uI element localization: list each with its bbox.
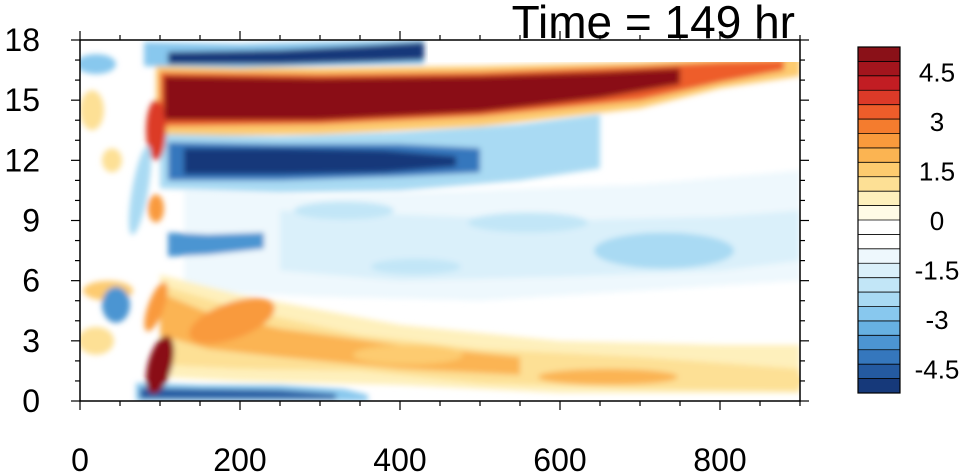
colorbar-label: 1.5 [919, 157, 955, 187]
colorbar-swatch [858, 263, 900, 279]
positive-core [353, 344, 463, 365]
weak-negative-patch [371, 258, 461, 275]
colorbar-swatch [858, 220, 900, 235]
positive-core [538, 368, 678, 385]
left-positive-spot [148, 194, 164, 223]
positive-core [746, 372, 800, 389]
colorbar-swatch [858, 335, 900, 351]
x-tick-label: 200 [213, 442, 266, 473]
colorbar-label: -4.5 [915, 354, 960, 384]
colorbar-swatch [858, 234, 900, 250]
colorbar: 4.5 3 1.5 0 -1.5 -3 -4.5 [857, 46, 960, 394]
colorbar-frame [857, 46, 901, 394]
weak-negative-patch [468, 212, 588, 233]
top-negative-core [168, 42, 424, 65]
colorbar-swatch [858, 75, 900, 91]
chart-title: Time = 149 hr [512, 0, 795, 48]
left-positive-spot [144, 282, 168, 332]
colorbar-swatch [858, 176, 900, 192]
colorbar-swatch [858, 248, 900, 264]
colorbar-swatch [858, 133, 900, 149]
colorbar-label: 0 [930, 206, 944, 236]
y-tick-label: 0 [22, 383, 40, 419]
colorbar-swatch [858, 191, 900, 207]
field-layer [80, 40, 800, 401]
colorbar-swatch [858, 104, 900, 120]
colorbar-swatch [858, 364, 900, 380]
left-positive-spot [80, 90, 104, 131]
weak-negative-patch [294, 201, 394, 220]
colorbar-swatch [858, 378, 900, 394]
colorbar-label: 4.5 [919, 58, 955, 88]
y-tick-label: 18 [4, 22, 40, 58]
x-axis: 0 200 400 600 800 [71, 31, 801, 473]
x-tick-label: 400 [373, 442, 426, 473]
positive-core [189, 297, 275, 344]
x-tick-label: 600 [533, 442, 586, 473]
colorbar-swatch [858, 306, 900, 322]
left-negative-spot [80, 54, 116, 75]
left-positive-spot [102, 148, 122, 173]
title-mask [428, 40, 800, 62]
y-tick-label: 15 [4, 82, 40, 118]
colorbar-swatch [858, 292, 900, 307]
bottom-negative-core [140, 387, 336, 399]
colorbar-swatch [858, 147, 900, 163]
colorbar-swatch [858, 277, 900, 293]
left-negative-spot [102, 286, 130, 323]
colorbar-swatch [858, 349, 900, 365]
colorbar-swatch [858, 47, 900, 62]
y-axis: 0 3 6 9 12 15 18 [4, 22, 809, 419]
plot-area [79, 39, 801, 402]
x-tick-label: 0 [71, 442, 89, 473]
colorbar-swatch [858, 205, 900, 221]
upper-positive-core [164, 68, 680, 121]
colorbar-swatch [858, 119, 900, 134]
weak-negative-patch [594, 232, 734, 269]
y-tick-label: 9 [22, 203, 40, 239]
mid-negative-core [184, 148, 456, 175]
y-tick-label: 6 [22, 263, 40, 299]
colorbar-label: 3 [930, 107, 944, 137]
y-tick-label: 12 [4, 142, 40, 178]
colorbar-label: -3 [925, 305, 948, 335]
lower-positive-mid [160, 284, 800, 391]
secondary-negative [168, 232, 264, 257]
colorbar-swatch [858, 320, 900, 336]
colorbar-swatch [858, 61, 900, 77]
left-negative-streak [128, 146, 152, 235]
contour-field [80, 40, 800, 401]
left-positive-spot [146, 100, 166, 161]
x-tick-label: 800 [693, 442, 746, 473]
y-tick-label: 3 [22, 323, 40, 359]
colorbar-label: -1.5 [915, 255, 960, 285]
colorbar-swatch [858, 90, 900, 106]
left-positive-spot [146, 335, 174, 395]
colorbar-swatch [858, 162, 900, 178]
positive-spot [80, 326, 114, 355]
